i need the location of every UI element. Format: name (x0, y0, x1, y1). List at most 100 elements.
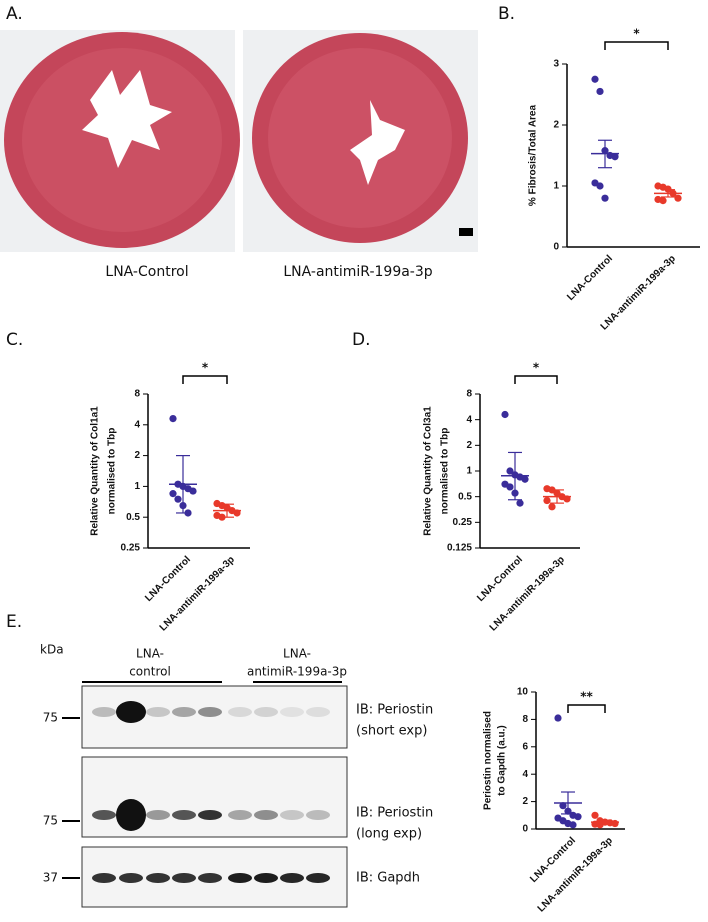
dot (506, 467, 514, 475)
y-tick-label: 0.125 (447, 543, 472, 554)
band (92, 707, 116, 717)
histology-image (0, 30, 240, 252)
panel-label: A. (6, 4, 23, 24)
band (146, 707, 170, 717)
y-axis-label: Relative Quantity of Col1a1 (90, 406, 101, 536)
y-tick-label: 10 (517, 687, 529, 698)
y-tick-label: 0.25 (453, 517, 473, 528)
group-label: LNA- (136, 647, 164, 661)
y-tick-label: 1 (466, 466, 472, 477)
y-axis-label: Periostin normalised (483, 711, 494, 810)
significance-label: ** (580, 690, 593, 704)
y-axis-label: normalised to Tbp (440, 428, 451, 515)
band (254, 873, 278, 883)
band (306, 707, 330, 717)
y-axis-label: to Gapdh (a.u.) (497, 725, 508, 796)
dot (664, 185, 672, 193)
y-axis-label: % Fibrosis/Total Area (528, 104, 539, 206)
dot (611, 153, 619, 161)
dot (506, 483, 514, 491)
dot (659, 197, 667, 205)
y-tick-label: 2 (553, 120, 559, 131)
band (228, 873, 252, 883)
dot (591, 811, 599, 819)
significance-bracket (567, 704, 606, 713)
band (172, 707, 196, 717)
marker-label: 75 (43, 814, 58, 828)
y-tick-label: 2 (134, 450, 140, 461)
y-tick-label: 4 (522, 769, 528, 780)
significance-bracket (514, 375, 558, 384)
panel-label: E. (6, 612, 22, 632)
band (172, 873, 196, 883)
band (92, 810, 116, 820)
dot (169, 490, 177, 498)
panel-label: B. (498, 4, 515, 24)
blot-label: IB: Periostin (356, 703, 433, 718)
band (172, 810, 196, 820)
band (92, 873, 116, 883)
marker-label: 75 (43, 711, 58, 725)
significance-label: * (202, 361, 209, 375)
band (306, 873, 330, 883)
image-caption: LNA-antimiR-199a-3p (283, 264, 432, 280)
blot-label: IB: Periostin (356, 806, 433, 821)
band (198, 707, 222, 717)
x-tick-label: LNA-antimiR-199a-3p (488, 554, 567, 633)
dot (596, 821, 604, 829)
band (228, 707, 252, 717)
significance-bracket (182, 375, 228, 384)
dot (543, 496, 551, 505)
group-label: LNA- (283, 647, 311, 661)
y-axis-label: Relative Quantity of Col3a1 (423, 406, 434, 536)
dot (674, 194, 682, 202)
blot-label: IB: Gapdh (356, 871, 420, 886)
dot (574, 813, 582, 821)
dot (189, 487, 197, 495)
dot (516, 499, 524, 507)
significance-label: * (633, 27, 640, 41)
dot (174, 495, 182, 503)
dot (591, 75, 599, 83)
significance-label: * (533, 361, 540, 375)
dot (501, 410, 509, 419)
band (198, 810, 222, 820)
band (254, 707, 278, 717)
dot (601, 194, 609, 202)
band (119, 873, 143, 883)
blot-label: (long exp) (356, 827, 422, 842)
y-tick-label: 0 (522, 824, 528, 835)
significance-bracket (604, 41, 669, 50)
band (228, 810, 252, 820)
y-tick-label: 0.5 (458, 491, 472, 502)
y-tick-label: 4 (134, 419, 140, 430)
dot (554, 714, 562, 722)
y-tick-label: 8 (466, 389, 472, 400)
band (198, 873, 222, 883)
y-tick-label: 1 (553, 181, 559, 192)
y-tick-label: 0.25 (121, 543, 141, 554)
band (280, 707, 304, 717)
dot (559, 802, 567, 810)
y-tick-label: 6 (522, 741, 528, 752)
band (146, 810, 170, 820)
dot (596, 182, 604, 190)
dot (548, 503, 556, 511)
group-label: antimiR-199a-3p (247, 665, 347, 679)
y-tick-label: 1 (134, 481, 140, 492)
y-tick-label: 0 (553, 242, 559, 253)
y-tick-label: 0.5 (126, 512, 140, 523)
dot (169, 414, 177, 423)
band (116, 799, 146, 831)
image-caption: LNA-Control (105, 264, 188, 280)
x-tick-label: LNA-antimiR-199a-3p (158, 554, 237, 633)
y-tick-label: 2 (466, 440, 472, 451)
band (280, 810, 304, 820)
y-tick-label: 3 (553, 59, 559, 70)
y-tick-label: 2 (522, 796, 528, 807)
panel-label: C. (6, 330, 23, 350)
y-tick-label: 8 (522, 714, 528, 725)
x-tick-label: LNA-antimiR-199a-3p (536, 835, 615, 914)
dot (611, 819, 619, 828)
